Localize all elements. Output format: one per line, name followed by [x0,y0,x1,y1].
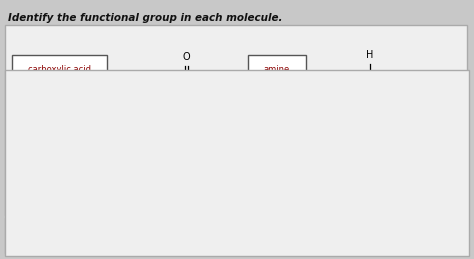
Text: H₂: H₂ [343,145,351,154]
Text: H₂: H₂ [334,83,342,92]
Text: H₃C: H₃C [287,93,305,103]
FancyBboxPatch shape [12,55,107,83]
Text: C: C [132,234,137,242]
FancyBboxPatch shape [248,130,314,155]
Text: CH₃: CH₃ [435,93,453,103]
Text: H₃C: H₃C [295,153,313,163]
Text: H: H [449,153,456,163]
Text: HO: HO [139,99,155,109]
Text: C: C [344,160,350,169]
Text: O: O [132,217,138,226]
Text: H: H [366,50,374,60]
Bar [5,25,467,215]
Text: amine: amine [264,64,290,74]
FancyBboxPatch shape [248,55,306,83]
Text: Identify the functional group in each molecule.: Identify the functional group in each mo… [8,13,283,23]
Text: N: N [366,84,374,94]
Text: CH₃: CH₃ [218,99,236,109]
Text: C: C [399,98,405,107]
Text: carboxylic acid: carboxylic acid [28,64,91,74]
FancyBboxPatch shape [12,130,77,155]
Text: alcohol: alcohol [29,138,60,147]
Text: O: O [425,226,431,235]
Text: C: C [183,90,189,99]
Text: H₂: H₂ [398,83,406,92]
Text: O: O [182,52,191,62]
Text: CH₃: CH₃ [191,190,209,200]
Text: C: C [378,160,384,169]
Text: C: C [197,165,203,174]
Text: H₂: H₂ [171,226,180,235]
Text: H₃C: H₃C [87,234,103,242]
Text: C: C [413,161,419,170]
Text: O: O [413,124,420,134]
Text: H: H [240,157,247,167]
Text: C: C [173,241,178,250]
Text: OH: OH [192,128,208,138]
Text: H₂: H₂ [376,145,385,154]
Text: C: C [335,98,341,107]
Bar [5,218,235,253]
Text: aldehyde: aldehyde [262,138,301,147]
Text: H₃C: H₃C [134,157,152,167]
